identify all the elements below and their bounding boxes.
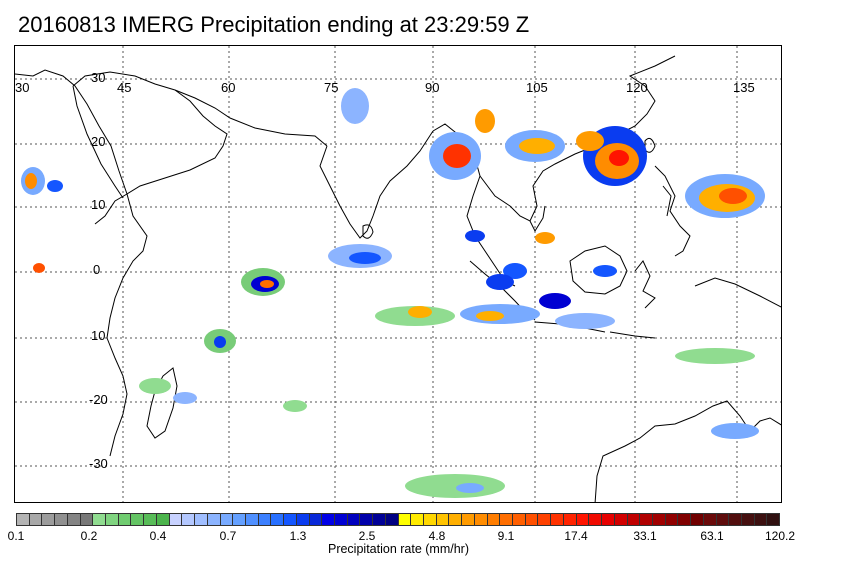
colorbar-swatch	[29, 513, 43, 526]
colorbar-tick: 2.5	[358, 529, 376, 543]
colorbar-swatch	[449, 513, 463, 526]
colorbar-tick: 33.1	[633, 529, 657, 543]
colorbar-swatch	[284, 513, 297, 526]
lon-label: 105	[526, 80, 548, 95]
colorbar-swatch	[169, 513, 183, 526]
colorbar-tick: 63.1	[700, 529, 724, 543]
lat-label: 10	[91, 328, 106, 343]
map-canvas	[15, 46, 781, 502]
colorbar-tick: 120.2	[764, 529, 796, 543]
colorbar-swatch	[156, 513, 170, 526]
colorbar-swatch	[195, 513, 208, 526]
colorbar-swatch	[538, 513, 552, 526]
colorbar-swatch	[385, 513, 399, 526]
colorbar-swatch	[296, 513, 310, 526]
colorbar-swatch	[144, 513, 157, 526]
colorbar-swatch	[767, 513, 781, 526]
colorbar-swatch	[678, 513, 692, 526]
colorbar-swatch	[652, 513, 666, 526]
colorbar-title: Precipitation rate (mm/hr)	[327, 542, 469, 556]
colorbar-swatch	[563, 513, 577, 526]
colorbar-swatch	[207, 513, 221, 526]
colorbar-swatch	[474, 513, 488, 526]
colorbar-swatch	[334, 513, 348, 526]
colorbar-swatch	[589, 513, 603, 526]
precipitation-map: 30 45 60 75 90 105 120 135 30 20 10 0 10…	[14, 45, 782, 503]
colorbar-swatch	[754, 513, 768, 526]
colorbar-swatch	[16, 513, 30, 526]
colorbar-swatch	[245, 513, 259, 526]
graticule	[15, 46, 781, 502]
colorbar-swatch	[271, 513, 285, 526]
page-title: 20160813 IMERG Precipitation ending at 2…	[18, 12, 530, 37]
colorbar-swatch	[258, 513, 272, 526]
colorbar	[16, 513, 781, 526]
colorbar-swatch	[42, 513, 56, 526]
colorbar-swatch	[55, 513, 68, 526]
colorbar-tick: 0.2	[80, 529, 98, 543]
colorbar-swatch	[576, 513, 590, 526]
colorbar-tick: 0.1	[7, 529, 25, 543]
colorbar-swatch	[67, 513, 81, 526]
colorbar-swatch	[627, 513, 641, 526]
colorbar-swatch	[106, 513, 119, 526]
colorbar-swatch	[487, 513, 501, 526]
colorbar-swatch	[80, 513, 94, 526]
colorbar-swatch	[640, 513, 653, 526]
colorbar-tick: 0.4	[149, 529, 167, 543]
colorbar-swatch	[665, 513, 679, 526]
colorbar-swatch	[373, 513, 386, 526]
colorbar-swatch	[347, 513, 361, 526]
colorbar-swatch	[322, 513, 335, 526]
colorbar-swatch	[424, 513, 437, 526]
lat-label: -30	[89, 456, 108, 471]
colorbar-swatch	[360, 513, 374, 526]
colorbar-swatch	[411, 513, 424, 526]
colorbar-tick: 17.4	[564, 529, 588, 543]
lat-label: 0	[93, 262, 101, 277]
lat-label: 30	[91, 70, 106, 85]
colorbar-swatch	[525, 513, 539, 526]
colorbar-swatch	[131, 513, 145, 526]
colorbar-swatch	[462, 513, 475, 526]
colorbar-tick: 4.8	[428, 529, 446, 543]
colorbar-swatch	[500, 513, 514, 526]
lon-label: 30	[15, 80, 30, 95]
lon-label: 120	[626, 80, 648, 95]
colorbar-tick: 0.7	[219, 529, 237, 543]
lon-label: 45	[117, 80, 132, 95]
colorbar-swatch	[716, 513, 730, 526]
colorbar-swatch	[220, 513, 234, 526]
colorbar-swatch	[118, 513, 132, 526]
colorbar-swatch	[436, 513, 450, 526]
colorbar-swatch	[398, 513, 412, 526]
colorbar-swatch	[551, 513, 564, 526]
colorbar-swatch	[614, 513, 628, 526]
colorbar-swatch	[233, 513, 246, 526]
colorbar-swatch	[741, 513, 755, 526]
colorbar-tick: 1.3	[289, 529, 307, 543]
lon-label: 90	[425, 80, 440, 95]
colorbar-swatch	[93, 513, 107, 526]
lat-label: -20	[89, 392, 108, 407]
lon-label: 135	[733, 80, 755, 95]
colorbar-swatch	[602, 513, 615, 526]
colorbar-swatch	[729, 513, 742, 526]
colorbar-swatch	[182, 513, 196, 526]
colorbar-swatch	[309, 513, 323, 526]
colorbar-swatch	[703, 513, 717, 526]
precipitation-patches	[21, 88, 765, 498]
coastlines	[15, 55, 781, 502]
colorbar-swatch	[513, 513, 526, 526]
lat-label: 20	[91, 134, 106, 149]
colorbar-swatch	[691, 513, 704, 526]
colorbar-tick: 9.1	[497, 529, 515, 543]
lon-label: 60	[221, 80, 236, 95]
lat-label: 10	[91, 197, 106, 212]
lon-label: 75	[324, 80, 339, 95]
